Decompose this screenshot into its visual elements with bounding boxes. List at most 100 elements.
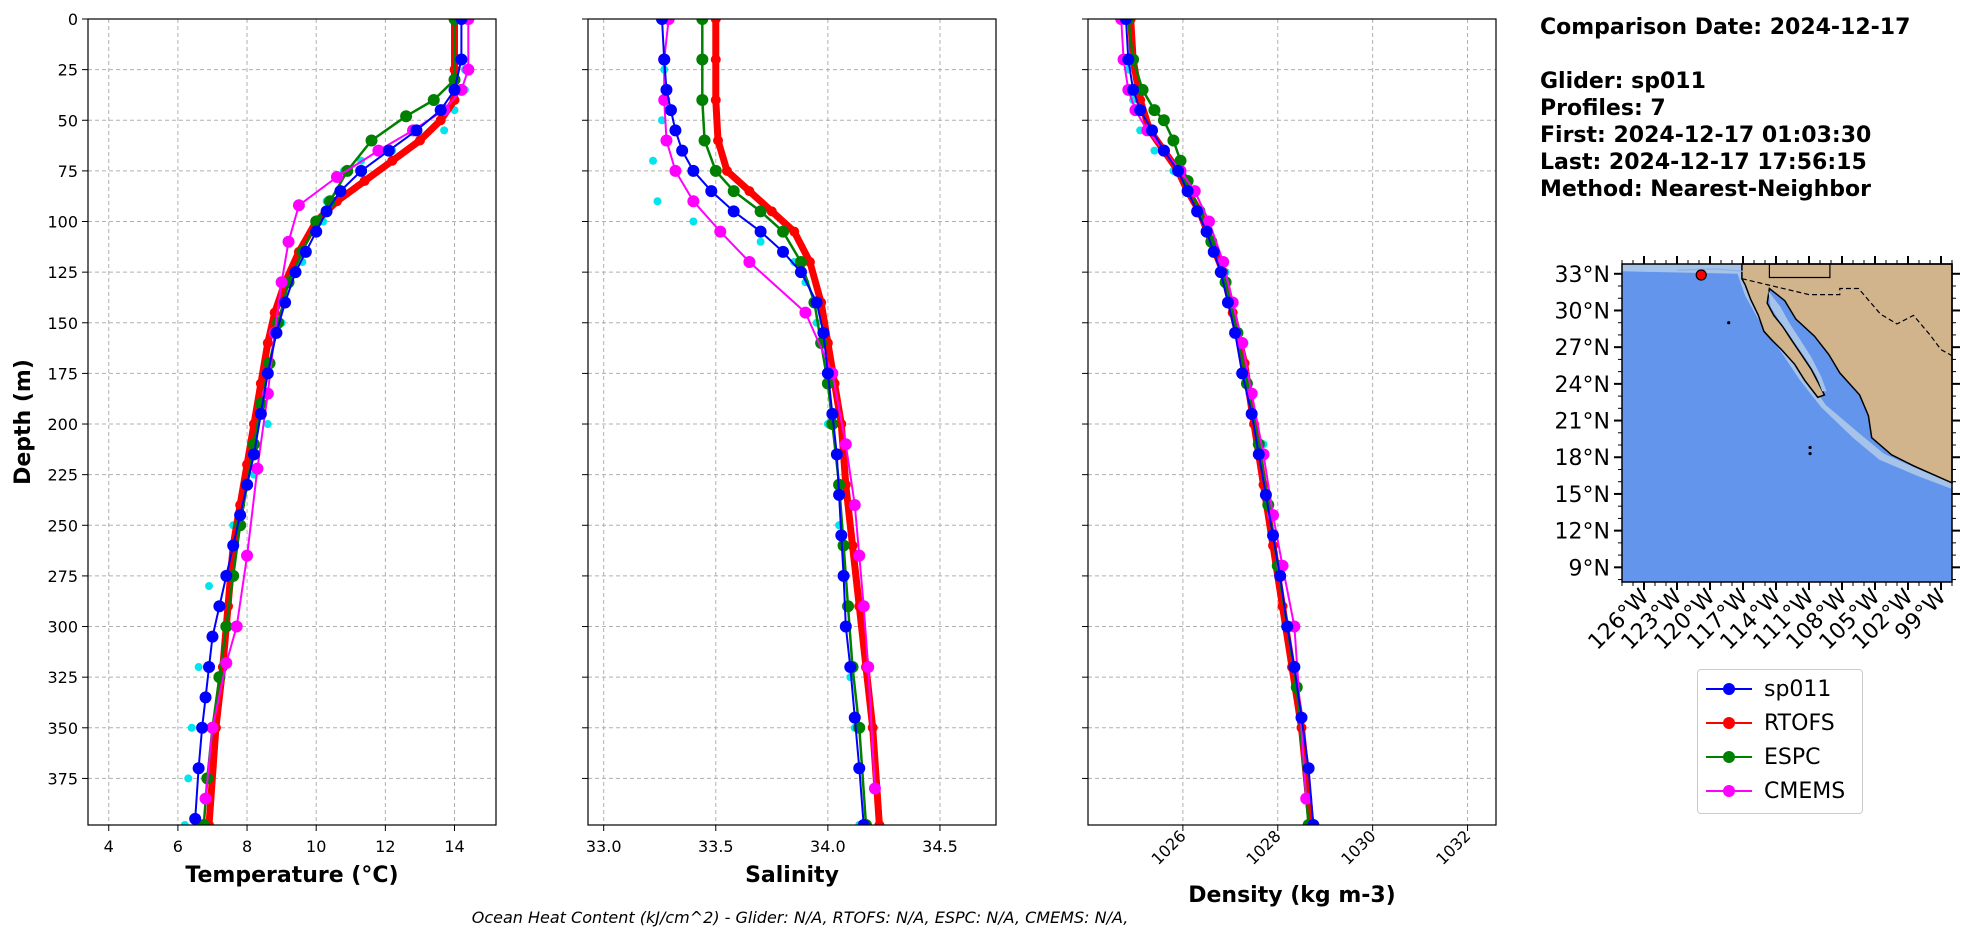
series-sp011-point [1236,367,1249,380]
series-sp011-point [1127,83,1140,96]
tick-label-x: 1026 [1147,826,1189,868]
glider-location-marker [1695,269,1707,281]
series-sp011-point [189,812,202,825]
legend-label: RTOFS [1764,710,1835,736]
series-cmems-point [660,134,673,147]
series-extra-point [657,116,666,125]
legend-item-espc: ESPC [1706,742,1821,772]
legend-swatch [1706,785,1752,797]
series-cmems-point [199,792,212,805]
tick-label-y: 275 [47,567,78,586]
info-panel: Comparison Date: 2024-12-17 Glider: sp01… [1540,14,1910,203]
series-sp011-point [279,296,292,309]
series-rtofs-point [710,95,721,106]
map-lat-label: 33°N [1555,263,1610,288]
series-rtofs-point [721,165,732,176]
series-cmems-point [848,499,861,512]
map-lat-label: 21°N [1555,410,1610,435]
map-island [1808,451,1812,456]
series-sp011-point [203,661,216,674]
series-sp011-point [1181,185,1194,198]
series-espc-point [821,377,834,390]
ocean-heat-content-footer: Ocean Heat Content (kJ/cm^2) - Glider: N… [471,908,1129,927]
tick-label-y: 325 [47,668,78,687]
series-sp011-point [676,144,689,157]
series-sp011-point [821,367,834,380]
map-lat-label: 15°N [1555,483,1610,508]
series-sp011-point [434,104,447,117]
series-rtofs-point [710,19,721,24]
series-sp011-point [1259,488,1272,501]
map-island [1727,321,1731,325]
map-border-us-mexico [1741,278,1953,357]
tick-label-y: 0 [68,10,78,29]
series-sp011-point [448,83,461,96]
series-cmems-point [292,199,305,212]
series-extra-point [263,420,272,429]
series-sp011-point [1302,762,1315,775]
series-espc-point [826,418,839,431]
profiles-count: Profiles: 7 [1540,96,1666,121]
legend-item-rtofs: RTOFS [1706,708,1835,738]
series-rtofs-point [262,338,273,349]
series-sp011-point [830,448,843,461]
series-cmems-point [857,600,870,613]
profile-panel-2: 33.0 33.5 34.0 34.5 Salinity [582,18,997,888]
series-espc-point [400,110,413,123]
series-sp011-point [334,185,347,198]
series-extra-point [184,774,193,783]
map-lat-label: 12°N [1555,520,1610,545]
series-sp011-point [289,266,302,279]
series-cmems-point [714,225,727,238]
series-sp011-point [777,245,790,258]
series-cmems-point [1300,792,1313,805]
series-cmems-point [799,306,812,319]
series-cmems-point [241,549,254,562]
series-espc-point [696,94,709,107]
series-rtofs-point [359,176,370,187]
series-sp011-point [1134,104,1147,117]
tick-label-x: 34.0 [810,837,846,856]
tick-label-y: 375 [47,769,78,788]
legend-item-cmems: CMEMS [1706,776,1845,806]
first-time: First: 2024-12-17 01:03:30 [1540,123,1872,148]
series-sp011-point [320,205,333,218]
series-espc-point [794,256,807,269]
series-sp011-point [355,164,368,177]
series-sp011-point [254,407,267,420]
series-sp011-point [833,488,846,501]
series-cmems-point [282,235,295,248]
series-rtofs-point [387,155,398,166]
series-espc-point [1157,114,1170,127]
tick-label-x: 6 [173,837,183,856]
tick-label-x: 1030 [1337,826,1379,868]
series-sp011-point [839,620,852,633]
series-sp011-point [848,711,861,724]
series-rtofs-point [744,186,755,197]
series-rtofs-point [867,722,878,733]
glider-name: Glider: sp011 [1540,69,1706,94]
series-extra-point [440,126,449,135]
x-axis-label: Temperature (°C) [185,863,398,888]
map-land [1741,263,1953,485]
series-sp011-point [810,296,823,309]
series-sp011-point [299,245,312,258]
series-sp011-point [669,124,682,137]
series-extra-point [756,237,765,246]
tick-label-y: 175 [47,364,78,383]
series-sp011-point [213,600,226,613]
tick-label-x: 34.5 [922,837,958,856]
map-contour [1676,268,1744,272]
series-cmems-point [669,164,682,177]
series-cmems-point [230,620,243,633]
series-sp011-point [853,762,866,775]
series-cmems-point [1236,337,1249,350]
series-sp011-point [196,721,209,734]
series-sp011-point [192,762,205,775]
series-rtofs-line [712,19,883,825]
tick-label-y: 300 [47,618,78,637]
series-sp011-point [310,225,323,238]
series-espc-point [709,164,722,177]
series-sp011-point [1307,819,1320,825]
series-cmems-point [687,195,700,208]
